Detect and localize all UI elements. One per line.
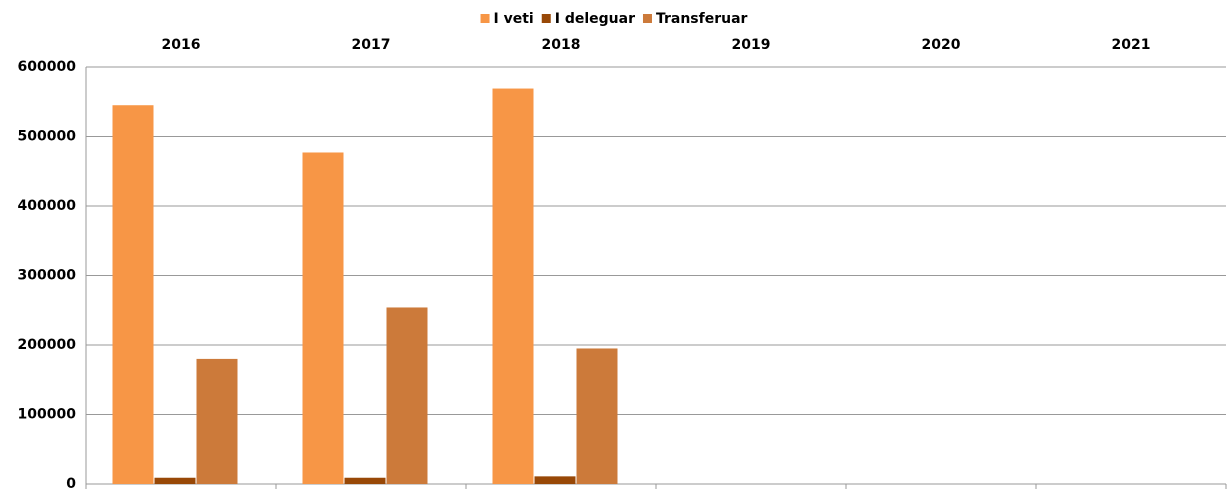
legend-swatch — [642, 14, 652, 23]
y-tick-label: 500000 — [18, 129, 77, 145]
y-tick-label: 600000 — [18, 59, 77, 75]
x-tick-label: 2018 — [542, 37, 581, 53]
bar — [302, 152, 344, 485]
y-tick-label: 400000 — [18, 198, 77, 214]
x-tick-label: 2017 — [352, 37, 391, 53]
y-tick-label: 200000 — [18, 337, 77, 353]
legend-label: I veti — [494, 11, 534, 27]
bar — [154, 477, 196, 484]
bar — [492, 88, 534, 485]
legend-label: I deleguar — [555, 11, 635, 27]
legend-label: Transferuar — [656, 11, 748, 27]
y-tick-label: 300000 — [18, 268, 77, 284]
legend-swatch — [541, 14, 551, 23]
bar — [344, 477, 386, 484]
y-tick-label: 0 — [66, 476, 76, 492]
bar — [576, 348, 618, 484]
legend-swatch — [480, 14, 490, 23]
x-tick-label: 2016 — [162, 37, 201, 53]
bar — [534, 476, 576, 484]
bar — [386, 307, 428, 484]
bar — [196, 358, 238, 484]
x-tick-label: 2021 — [1112, 37, 1151, 53]
x-tick-label: 2020 — [922, 37, 961, 53]
y-tick-label: 100000 — [18, 407, 77, 423]
x-tick-label: 2019 — [732, 37, 771, 53]
bar — [112, 105, 154, 484]
